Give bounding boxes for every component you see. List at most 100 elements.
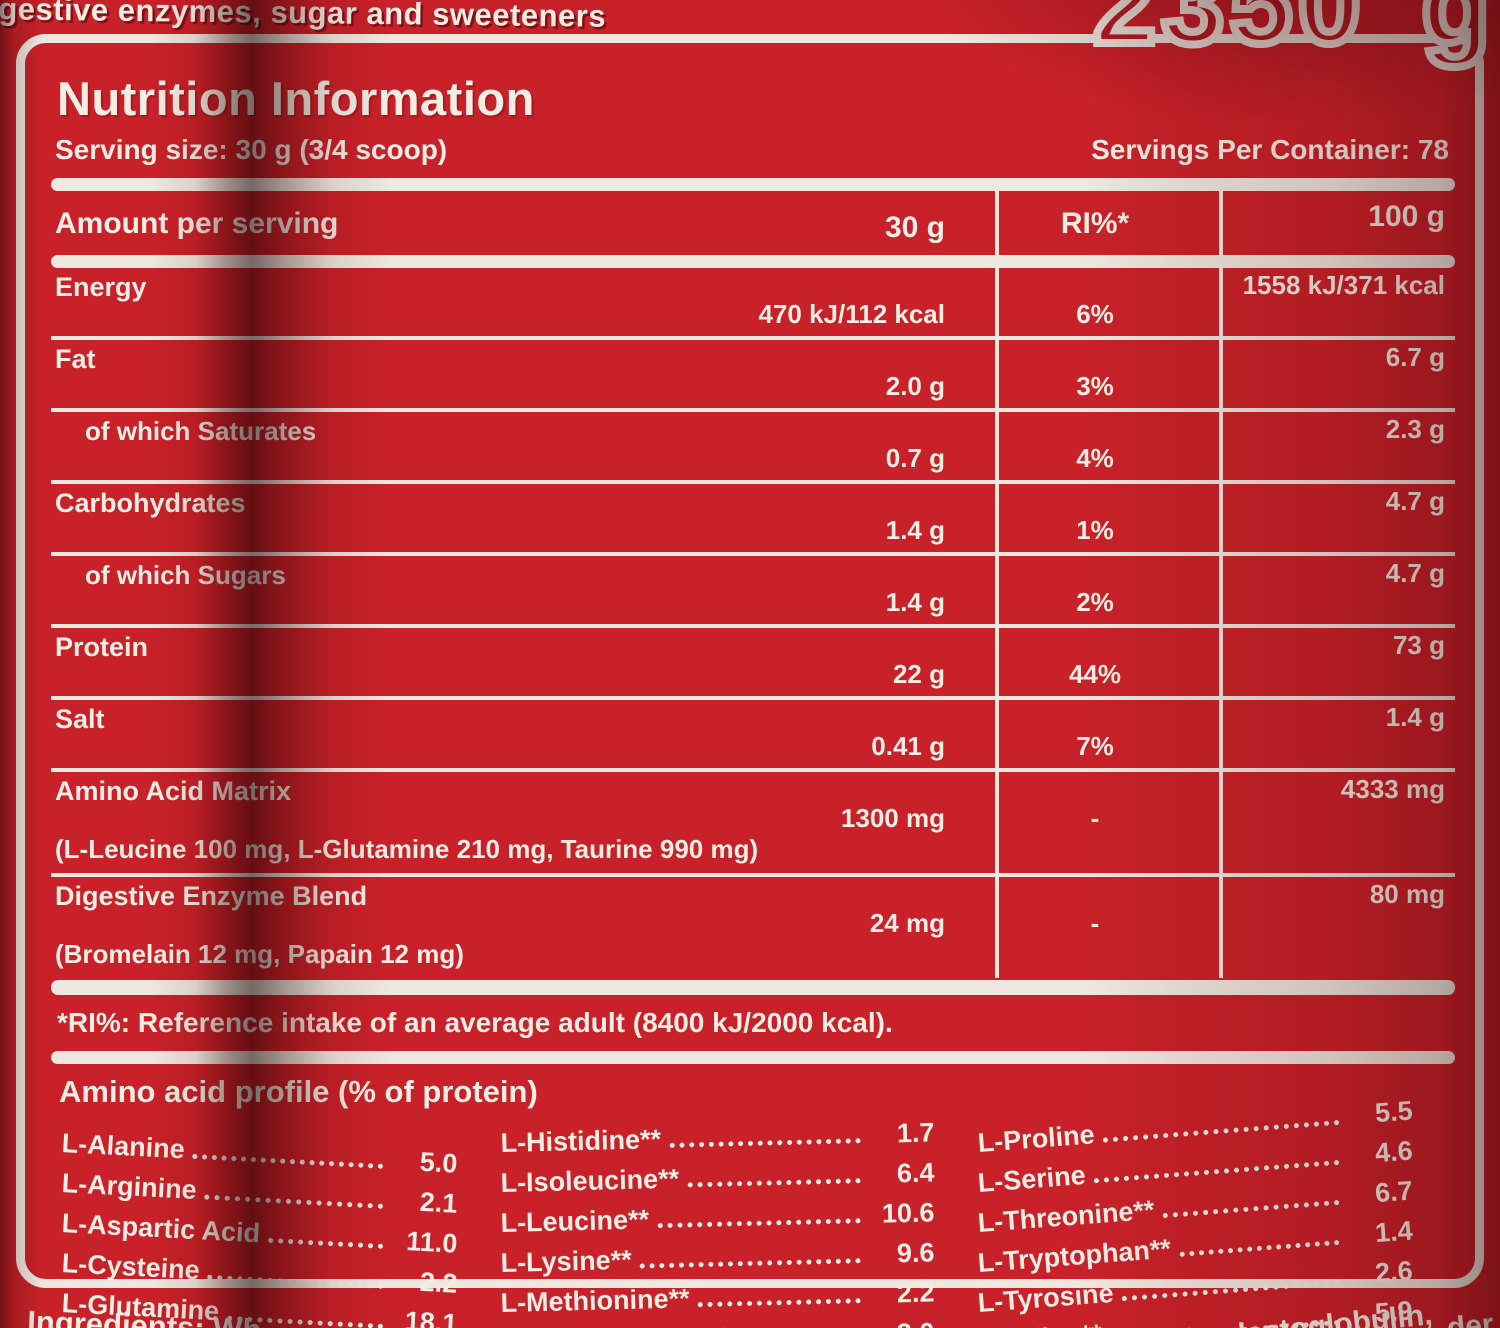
ri-value: 7% bbox=[1076, 731, 1114, 761]
table-row: Protein 73 g 22 g 44% bbox=[51, 628, 1455, 700]
amino-name: L-Alanine bbox=[61, 1128, 186, 1165]
amino-name: L-Lysine** bbox=[500, 1244, 632, 1279]
divider-bar bbox=[51, 980, 1455, 995]
dotted-leader bbox=[1162, 1199, 1340, 1219]
servings-per-container-text: Servings Per Container: 78 bbox=[1091, 134, 1449, 165]
dotted-leader bbox=[669, 1138, 861, 1148]
amino-value: 1.4 bbox=[1374, 1215, 1414, 1249]
ri-value: 1% bbox=[1076, 515, 1114, 545]
ri-footnote: *RI%: Reference intake of an average adu… bbox=[57, 1007, 893, 1038]
ri-value: 6% bbox=[1076, 299, 1114, 329]
amino-value: 2.1 bbox=[419, 1186, 459, 1219]
dotted-leader bbox=[267, 1237, 384, 1249]
amino-value: 5.0 bbox=[419, 1146, 459, 1179]
amino-entry: L-Phenylalanine** 3.0 bbox=[500, 1317, 935, 1328]
ri-value: - bbox=[1090, 803, 1100, 833]
amino-value: 2.6 bbox=[1374, 1255, 1414, 1289]
table-row: Digestive Enzyme Blend 80 mg 24 mg - (Bromel… bbox=[51, 877, 1455, 978]
amino-name: L-Leucine** bbox=[500, 1204, 650, 1239]
amino-name: L-Tyrosine bbox=[976, 1277, 1115, 1319]
top-partial-text: digestive enzymes, sugar and sweeteners bbox=[0, 0, 607, 34]
amino-value: 4.6 bbox=[1374, 1135, 1414, 1169]
dotted-leader bbox=[1102, 1119, 1340, 1143]
column-header-amount: Amount per serving bbox=[55, 207, 339, 240]
amino-name: L-Isoleucine** bbox=[500, 1163, 680, 1199]
table-header-row: Amount per serving 30 g RI%* 100 g bbox=[51, 191, 1455, 255]
value-30g: 1.4 g bbox=[885, 515, 945, 545]
dotted-leader bbox=[639, 1258, 861, 1269]
page-title: Nutrition Information bbox=[57, 72, 535, 125]
value-100g: 4.7 g bbox=[1385, 486, 1445, 516]
dotted-leader bbox=[687, 1178, 861, 1188]
ri-value: 44% bbox=[1068, 659, 1122, 689]
nutrient-sublabel: (Bromelain 12 mg, Papain 12 mg) bbox=[55, 939, 464, 969]
table-row: Fat 6.7 g 2.0 g 3% bbox=[51, 340, 1455, 412]
value-30g: 2.0 g bbox=[885, 371, 945, 401]
nutrient-label: Protein bbox=[55, 632, 149, 662]
column-header-ri: RI%* bbox=[1060, 207, 1130, 240]
value-100g: 73 g bbox=[1392, 630, 1445, 660]
amino-value: 6.4 bbox=[896, 1157, 935, 1189]
nutrition-table: Amount per serving 30 g RI%* 100 g Energ… bbox=[51, 191, 1455, 978]
column-divider bbox=[1219, 191, 1223, 978]
value-100g: 1.4 g bbox=[1385, 702, 1445, 732]
ri-value: 2% bbox=[1076, 587, 1114, 617]
amino-value: 5.5 bbox=[1374, 1095, 1414, 1129]
column-divider bbox=[995, 191, 999, 978]
amino-value: 11.0 bbox=[405, 1226, 459, 1259]
nutrient-sublabel: (L-Leucine 100 mg, L-Glutamine 210 mg, T… bbox=[55, 834, 759, 864]
table-row: Salt 1.4 g 0.41 g 7% bbox=[51, 700, 1455, 772]
value-100g: 4333 mg bbox=[1340, 774, 1445, 804]
value-30g: 0.7 g bbox=[885, 443, 945, 473]
amino-col-2: L-Histidine** 1.7 L-Isoleucine** 6.4 L-Leuci… bbox=[500, 1117, 935, 1328]
amino-col-3: L-Proline 5.5 L-Serine 4.6 L-Threonine** 6.7 L… bbox=[976, 1095, 1415, 1328]
table-row: Energy 1558 kJ/371 kcal 470 kJ/112 kcal 6% bbox=[51, 268, 1455, 340]
ri-value: - bbox=[1090, 908, 1100, 938]
divider-bar bbox=[51, 255, 1455, 268]
dotted-leader bbox=[1093, 1159, 1340, 1184]
amino-value: 6.7 bbox=[1374, 1175, 1414, 1209]
amino-name: L-Serine bbox=[976, 1159, 1087, 1199]
amino-value: 2.2 bbox=[896, 1277, 935, 1309]
amino-name: L-Tryptophan** bbox=[976, 1233, 1172, 1279]
amino-entry: L-Leucine** 10.6 bbox=[500, 1197, 935, 1239]
amino-name: L-Histidine** bbox=[500, 1124, 662, 1159]
amino-value: 1.7 bbox=[896, 1117, 935, 1149]
nutrient-label: Carbohydrates bbox=[55, 488, 246, 518]
value-30g: 1300 mg bbox=[840, 803, 945, 833]
nutrient-label: Fat bbox=[55, 344, 96, 374]
amino-entry: L-Histidine** 1.7 bbox=[500, 1117, 935, 1159]
amino-profile-columns: L-Alanine 5.0 L-Arginine 2.1 L-Aspartic Acid… bbox=[51, 1095, 1455, 1328]
value-100g: 4.7 g bbox=[1385, 558, 1445, 588]
value-100g: 80 mg bbox=[1369, 879, 1445, 909]
amino-profile-title: Amino acid profile (% of protein) bbox=[59, 1074, 538, 1109]
nutrient-label: Digestive Enzyme Blend bbox=[55, 881, 368, 911]
table-row: Amino Acid Matrix 4333 mg 1300 mg - (L-Leuci… bbox=[51, 772, 1455, 877]
value-30g: 0.41 g bbox=[871, 731, 945, 761]
dotted-leader bbox=[657, 1218, 861, 1229]
nutrient-label: Salt bbox=[55, 704, 105, 734]
table-row: of which Saturates 2.3 g 0.7 g 4% bbox=[51, 412, 1455, 484]
value-100g: 1558 kJ/371 kcal bbox=[1242, 270, 1445, 300]
column-header-30g: 30 g bbox=[884, 211, 945, 244]
ingredients-far-right-fragment: der bbox=[1445, 1307, 1496, 1328]
nutrient-label: Energy bbox=[55, 272, 147, 302]
amino-name: L-Proline bbox=[976, 1119, 1096, 1159]
value-100g: 6.7 g bbox=[1385, 342, 1445, 372]
dotted-leader bbox=[697, 1298, 861, 1308]
dotted-leader bbox=[1179, 1239, 1340, 1257]
amino-value: 18.1 bbox=[404, 1306, 459, 1328]
dotted-leader bbox=[1121, 1279, 1340, 1302]
amino-name: L-Valine** bbox=[977, 1319, 1104, 1328]
amino-entry: L-Isoleucine** 6.4 bbox=[500, 1157, 935, 1199]
amino-name: L-Phenylalanine** bbox=[500, 1322, 729, 1328]
amino-name: L-Methionine** bbox=[500, 1283, 690, 1319]
product-size-badge: 2350 g bbox=[1089, 0, 1496, 71]
value-30g: 24 mg bbox=[869, 908, 945, 938]
ri-value: 3% bbox=[1076, 371, 1114, 401]
amino-col-1: L-Alanine 5.0 L-Arginine 2.1 L-Aspartic Acid… bbox=[61, 1128, 459, 1328]
amino-name: L-Cysteine bbox=[61, 1248, 201, 1286]
column-header-100g: 100 g bbox=[1368, 200, 1445, 233]
table-row: of which Sugars 4.7 g 1.4 g 2% bbox=[51, 556, 1455, 628]
amino-value: 3.0 bbox=[868, 1317, 935, 1328]
